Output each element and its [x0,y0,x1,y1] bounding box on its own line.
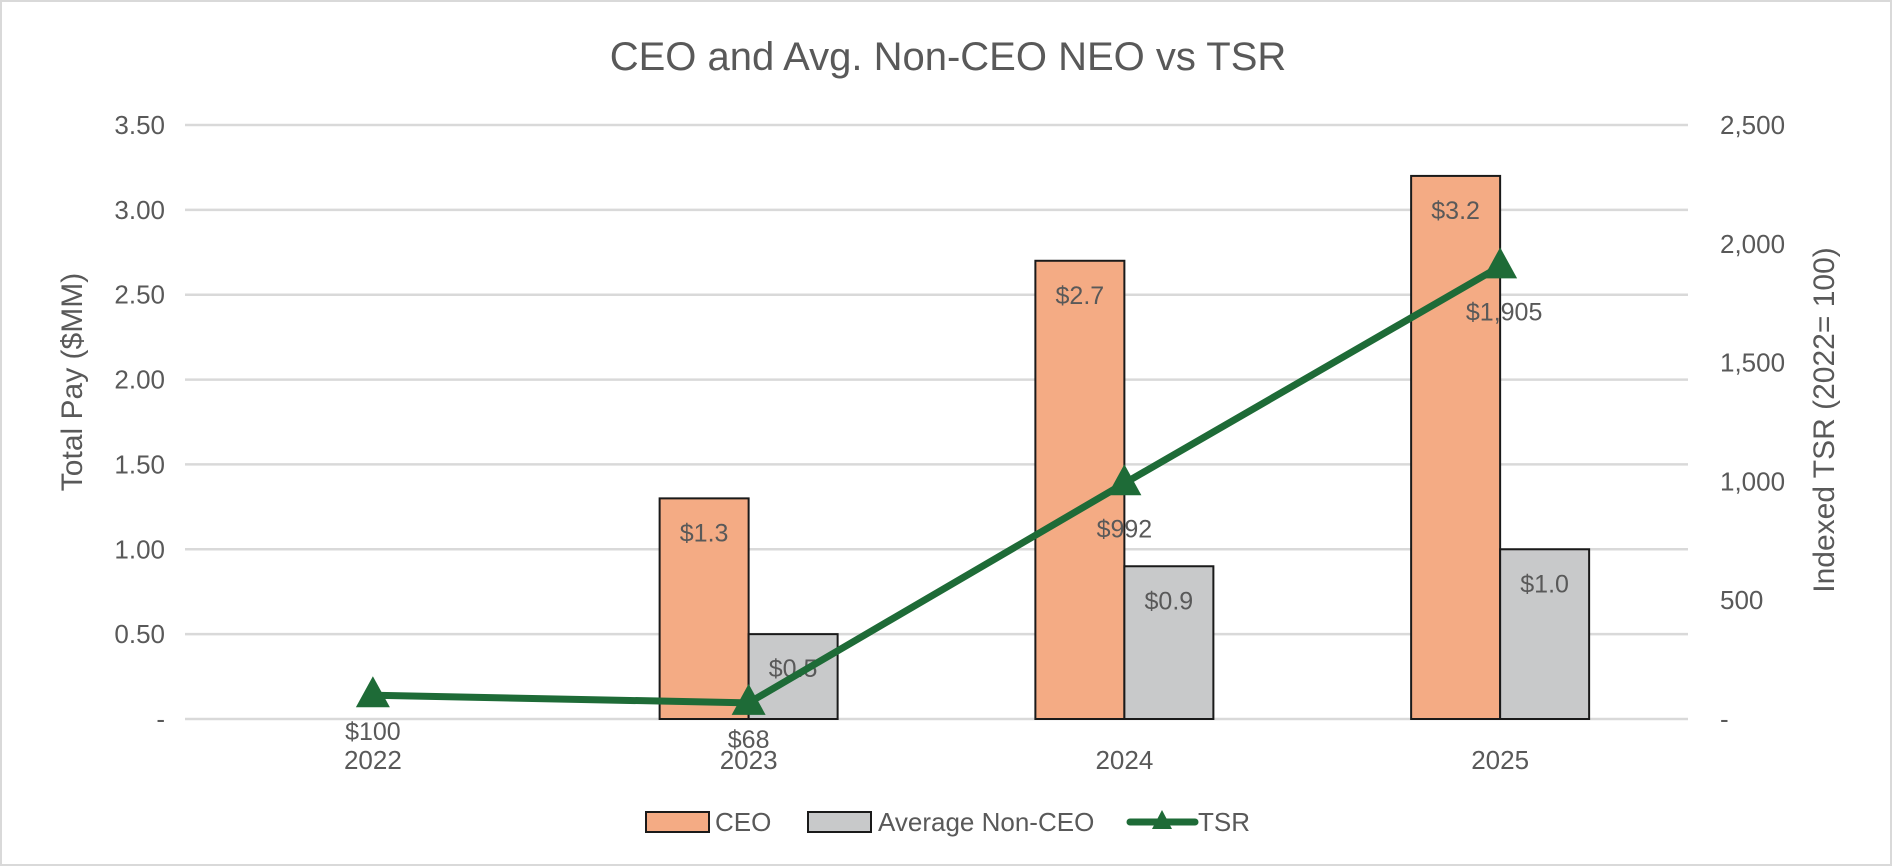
y-tick-label-right: 500 [1720,585,1763,615]
non-ceo-data-label: $0.9 [1145,587,1194,615]
y-tick-label-left: 1.50 [114,449,165,479]
y-axis-title-right: Indexed TSR (2022= 100) [1808,247,1841,593]
ceo-data-label: $1.3 [680,519,729,547]
legend-swatch-tsr-marker [1152,810,1172,829]
y-tick-label-left: - [156,704,165,734]
legend-label-non-ceo: Average Non-CEO [878,807,1094,837]
y-tick-label-left: 0.50 [114,619,165,649]
y-tick-label-right: 2,000 [1720,229,1785,259]
legend-label-ceo: CEO [715,807,771,837]
ceo-data-label: $3.2 [1431,197,1480,225]
chart-title: CEO and Avg. Non-CEO NEO vs TSR [610,35,1287,79]
x-tick-label: 2022 [344,745,402,775]
tsr-data-label: $68 [728,726,770,754]
y-tick-label-left: 3.50 [114,110,165,140]
non-ceo-bar [1123,565,1215,720]
y-tick-label-left: 2.00 [114,365,165,395]
y-tick-label-right: 1,000 [1720,466,1785,496]
legend-label-tsr: TSR [1198,807,1250,837]
non-ceo-bar [1499,548,1591,720]
y-tick-label-left: 3.00 [114,195,165,225]
tsr-line-series: $100 $68 $992 $1,905 [345,247,1542,754]
y-tick-label-left: 2.50 [114,280,165,310]
x-axis-ticks: 2022 2023 2024 2025 [344,745,1529,775]
tsr-data-label: $992 [1097,515,1153,543]
x-tick-label: 2024 [1095,745,1153,775]
non-ceo-data-label: $1.0 [1520,570,1569,598]
ceo-bar [1410,174,1502,720]
x-tick-label: 2023 [720,745,778,775]
legend-swatch-ceo [645,811,710,833]
tsr-data-label: $100 [345,718,401,746]
x-tick-label: 2025 [1471,745,1529,775]
y-tick-label-left: 1.00 [114,534,165,564]
gridlines [185,123,1688,721]
tsr-line [369,262,1504,707]
y-tick-label-right: - [1720,704,1729,734]
ceo-data-label: $2.7 [1056,282,1105,310]
y-axis-title-left: Total Pay ($MM) [56,273,89,491]
y-axis-ticks-left: - 0.50 1.00 1.50 2.00 2.50 3.00 3.50 [114,110,165,734]
ceo-bar [658,497,750,720]
tsr-point [731,683,766,715]
bar-series: $1.3$2.7$3.2$0.5$0.9$1.0 [658,174,1591,721]
y-tick-label-right: 1,500 [1720,348,1785,378]
tsr-point [1107,464,1142,496]
legend-swatch-non-ceo [807,811,872,833]
legend: CEO Average Non-CEO TSR [645,807,1250,837]
y-axis-ticks-right: - 500 1,000 1,500 2,000 2,500 [1720,110,1785,734]
tsr-point [355,676,390,708]
tsr-data-label: $1,905 [1466,298,1542,326]
tsr-point [1483,247,1518,279]
y-tick-label-right: 2,500 [1720,110,1785,140]
